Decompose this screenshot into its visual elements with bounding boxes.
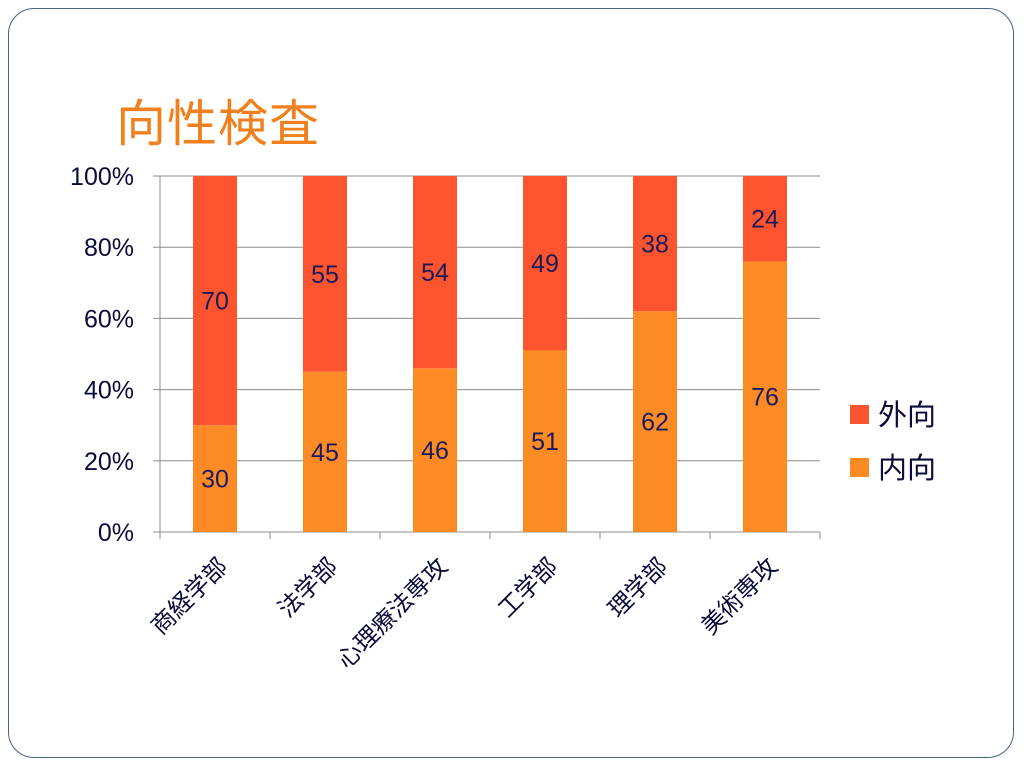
slide-frame (8, 8, 1014, 758)
bar-segment-inward (303, 371, 347, 532)
category-label: 美術専攻 (696, 552, 784, 640)
y-tick-label: 0% (98, 519, 134, 547)
y-tick-label: 60% (84, 305, 134, 333)
category-label: 工学部 (493, 552, 564, 623)
slide-title: 向性検査 (116, 95, 320, 153)
data-label: 62 (641, 409, 669, 437)
y-tick-label: 40% (84, 377, 134, 405)
data-label: 30 (201, 466, 229, 494)
legend-label: 内向 (878, 451, 936, 485)
category-label: 商経学部 (146, 552, 234, 640)
bar-segment-outward (303, 176, 347, 372)
legend-swatch (850, 458, 869, 477)
data-label: 70 (201, 288, 229, 316)
bar-segment-inward (523, 350, 567, 532)
legend-swatch (850, 405, 869, 424)
data-label: 54 (421, 259, 449, 287)
bar-segment-inward (193, 425, 237, 532)
y-tick-label: 80% (84, 234, 134, 262)
category-label: 理学部 (603, 552, 674, 623)
data-label: 76 (751, 384, 779, 412)
data-label: 24 (751, 206, 779, 234)
data-label: 51 (531, 428, 559, 456)
data-label: 46 (421, 437, 449, 465)
data-label: 49 (531, 250, 559, 278)
category-label: 法学部 (273, 552, 344, 623)
bar-segment-outward (633, 176, 677, 312)
data-label: 45 (311, 439, 339, 467)
data-label: 38 (641, 231, 669, 259)
bar-segment-inward (743, 261, 787, 532)
category-label: 心理療法専攻 (332, 552, 454, 674)
data-label: 55 (311, 261, 339, 289)
y-tick-label: 20% (84, 448, 134, 476)
legend-label: 外向 (878, 398, 936, 432)
bar-segment-outward (193, 176, 237, 426)
bar-segment-inward (633, 311, 677, 532)
bar-segment-outward (523, 176, 567, 351)
y-tick-label: 100% (70, 163, 134, 191)
bar-segment-outward (743, 176, 787, 262)
bar-segment-inward (413, 368, 457, 532)
bar-segment-outward (413, 176, 457, 369)
